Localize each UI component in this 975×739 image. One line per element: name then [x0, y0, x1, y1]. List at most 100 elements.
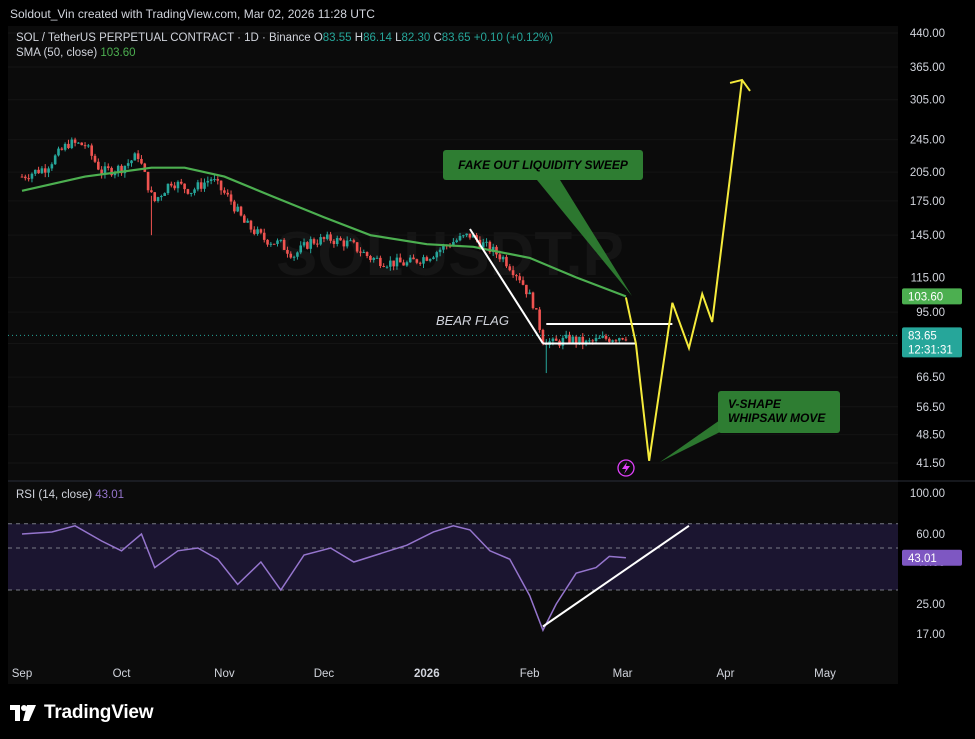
candle-body	[335, 238, 339, 244]
candle-body	[345, 240, 349, 247]
candle-body	[405, 262, 409, 266]
candle-body	[73, 139, 77, 143]
candle-body	[581, 336, 585, 345]
candle-body	[481, 242, 485, 248]
candle-body	[20, 176, 24, 178]
candle-body	[223, 190, 226, 193]
last-price-badge-bg	[902, 327, 962, 358]
price-tick-label: 115.00	[911, 272, 945, 284]
candle-body	[93, 155, 97, 162]
sma-badge-text: 103.60	[908, 291, 943, 303]
candle-body	[296, 252, 299, 257]
candle-body	[130, 160, 133, 164]
candle-body	[402, 262, 405, 266]
candle-body	[428, 258, 432, 261]
candle-body	[322, 237, 326, 239]
candle-body	[90, 145, 93, 156]
candle-body	[611, 340, 614, 342]
candle-body	[511, 270, 515, 276]
price-tick-label: 48.50	[916, 430, 945, 442]
price-tick-label: 440.00	[910, 28, 945, 40]
candle-body	[571, 336, 575, 343]
candle-body	[116, 165, 120, 173]
candle-body	[206, 180, 210, 183]
candle-body	[319, 237, 322, 245]
price-tick-label: 175.00	[910, 196, 945, 208]
vshape-callout-line2: WHIPSAW MOVE	[728, 411, 826, 425]
candle-body	[226, 192, 230, 195]
candle-body	[299, 245, 303, 253]
candle-body	[435, 252, 439, 258]
candle-body	[27, 178, 30, 180]
time-tick-label: Nov	[214, 668, 235, 680]
candle-body	[233, 201, 236, 212]
candle-body	[249, 220, 253, 230]
candle-body	[415, 259, 419, 263]
rsi-band-fill	[8, 523, 898, 590]
sma-label: SMA (50, close)	[16, 47, 98, 59]
candle-body	[170, 183, 173, 186]
time-tick-label: Feb	[520, 668, 540, 680]
candle-body	[505, 256, 508, 267]
candle-body	[568, 334, 571, 343]
candle-body	[256, 229, 259, 234]
candle-body	[306, 242, 309, 249]
candle-body	[57, 148, 60, 156]
tradingview-logo-icon	[10, 705, 36, 721]
candle-body	[425, 257, 429, 261]
candle-body	[110, 167, 113, 176]
rsi-tick-label: 25.00	[916, 599, 945, 611]
candle-body	[286, 249, 289, 254]
candle-body	[269, 243, 273, 245]
candle-body	[239, 206, 243, 216]
vshape-callout-line1: V-SHAPE	[728, 397, 782, 411]
symbol-label: SOL / TetherUS PERPETUAL CONTRACT · 1D ·…	[16, 32, 311, 44]
candle-body	[219, 180, 223, 191]
candle-body	[485, 241, 488, 243]
sweep-callout-box	[443, 150, 643, 180]
sma-legend: SMA (50, close) 103.60	[16, 47, 136, 59]
candle-body	[617, 338, 621, 341]
candle-body	[442, 245, 445, 250]
candle-body	[77, 142, 80, 144]
candle-body	[279, 239, 283, 241]
low-label: L	[395, 32, 402, 44]
candle-body	[189, 192, 193, 194]
candle-body	[309, 239, 312, 249]
candle-body	[209, 179, 213, 181]
rsi-badge-text: 43.01	[908, 553, 937, 565]
drawings-layer	[469, 78, 751, 628]
vshape-callout-box	[718, 391, 840, 433]
candle-body	[325, 234, 329, 239]
candle-body	[67, 143, 70, 149]
candle-body	[352, 240, 356, 243]
candle-body	[316, 243, 319, 245]
candle-body	[349, 240, 352, 242]
candle-body	[266, 239, 269, 245]
footer-brand: TradingView	[44, 702, 154, 723]
candle-body	[591, 340, 595, 342]
time-tick-label: Oct	[113, 668, 132, 680]
candle-body	[133, 153, 137, 161]
bear-flag-pole	[469, 228, 544, 345]
candle-body	[392, 260, 395, 267]
high-label: H	[354, 32, 364, 44]
candle-body	[551, 338, 555, 342]
candle-body	[276, 240, 279, 244]
candle-body	[604, 335, 608, 339]
candle-body	[87, 145, 90, 147]
rsi-tick-label: 60.00	[916, 529, 945, 541]
candle-body	[246, 220, 249, 223]
rsi-trendline	[542, 524, 690, 628]
candle-body	[199, 182, 203, 189]
candle-body	[262, 232, 266, 240]
candle-body	[70, 139, 74, 149]
candle-body	[282, 239, 286, 250]
candle-body	[37, 169, 40, 174]
candle-body	[382, 266, 385, 268]
candle-body	[468, 233, 472, 238]
rsi-tick-label: 100.00	[910, 488, 945, 500]
candle-body	[438, 249, 442, 253]
